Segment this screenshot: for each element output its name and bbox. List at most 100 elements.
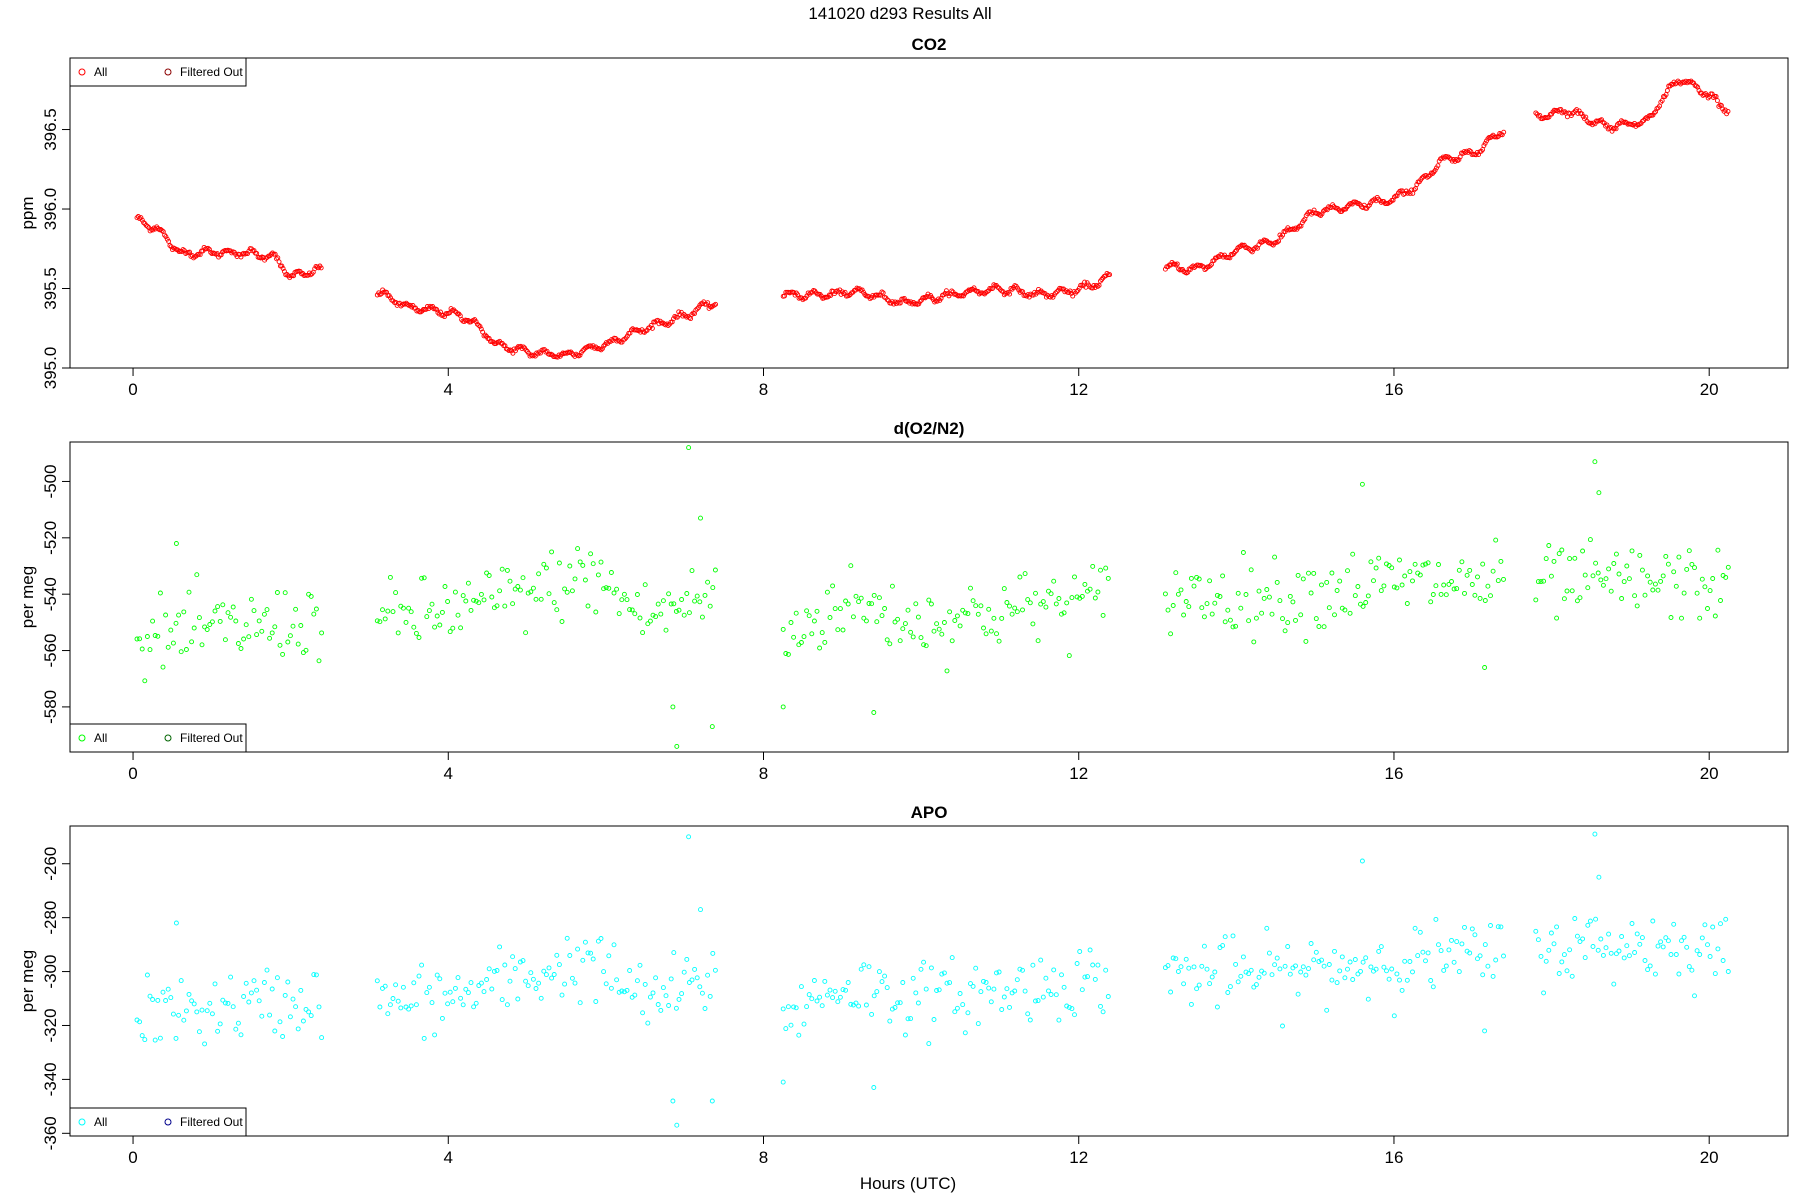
data-point	[494, 603, 500, 609]
data-point	[1051, 967, 1057, 973]
data-point	[1668, 615, 1674, 620]
data-point	[913, 990, 919, 996]
x-tick-label: 12	[1069, 764, 1088, 783]
data-point	[942, 290, 948, 296]
data-point	[1199, 605, 1205, 611]
data-point	[684, 591, 690, 596]
legend-marker-filtered	[164, 734, 172, 742]
data-point	[382, 616, 388, 622]
data-point	[280, 1034, 286, 1039]
data-point	[1472, 592, 1478, 598]
data-point	[801, 634, 807, 640]
data-point	[1488, 923, 1493, 928]
data-point	[1319, 582, 1324, 588]
data-point	[256, 618, 262, 624]
data-point	[608, 985, 614, 991]
data-point	[804, 1004, 810, 1010]
data-point	[1692, 565, 1697, 571]
data-point	[476, 322, 482, 328]
data-point	[290, 623, 296, 629]
data-point	[668, 601, 674, 607]
data-point	[145, 223, 150, 229]
y-tick-label: 395.5	[41, 267, 60, 310]
data-point	[793, 610, 799, 616]
data-point	[139, 217, 145, 223]
data-point	[694, 593, 700, 599]
data-point	[1501, 129, 1507, 135]
data-point	[900, 626, 906, 632]
data-point	[1433, 916, 1439, 922]
data-point	[892, 619, 898, 625]
data-point	[986, 606, 992, 612]
data-point	[931, 628, 937, 634]
data-point	[1564, 588, 1570, 594]
data-point	[624, 597, 630, 603]
data-point	[647, 994, 653, 1000]
data-point	[497, 588, 503, 594]
data-point	[686, 445, 692, 451]
data-point	[1394, 585, 1400, 591]
data-point	[866, 964, 872, 970]
data-point	[277, 642, 283, 648]
data-point	[944, 980, 950, 986]
data-point	[1451, 586, 1457, 592]
data-point	[1214, 255, 1220, 261]
data-point	[1411, 187, 1417, 193]
data-point	[788, 1022, 794, 1028]
data-point	[1650, 587, 1656, 593]
data-point	[1264, 925, 1270, 931]
data-point	[137, 1019, 143, 1025]
data-point	[827, 987, 833, 993]
data-point	[1232, 249, 1238, 255]
data-point	[1435, 163, 1441, 169]
data-point	[243, 622, 249, 628]
data-points	[134, 445, 1731, 749]
data-point	[435, 310, 441, 316]
x-tick-label: 0	[128, 764, 137, 783]
data-point	[590, 561, 596, 567]
data-point	[1368, 559, 1374, 565]
data-point	[1311, 957, 1317, 963]
data-point	[614, 977, 620, 983]
y-tick-label: -260	[41, 847, 60, 881]
data-point	[1355, 584, 1361, 589]
data-point	[967, 288, 973, 293]
data-point	[1443, 963, 1449, 969]
data-point	[941, 620, 947, 625]
data-point	[1371, 578, 1376, 584]
data-point	[1673, 952, 1679, 957]
data-point	[593, 609, 599, 615]
data-point	[452, 985, 458, 991]
data-point	[1033, 590, 1038, 596]
data-point	[1696, 88, 1702, 93]
data-point	[705, 579, 711, 585]
data-point	[962, 1030, 968, 1036]
data-point	[1345, 568, 1350, 574]
data-point	[1697, 952, 1703, 957]
data-point	[1689, 967, 1695, 973]
data-point	[1162, 591, 1168, 597]
data-point	[489, 594, 495, 600]
data-point	[895, 1000, 901, 1006]
data-point	[178, 649, 184, 655]
data-point	[871, 592, 877, 598]
data-point	[1087, 586, 1093, 592]
data-point	[921, 642, 927, 648]
data-point	[1366, 202, 1372, 208]
data-point	[663, 627, 669, 633]
data-point	[674, 743, 680, 749]
data-point	[1365, 996, 1371, 1002]
data-point	[152, 633, 158, 638]
data-point	[1616, 571, 1622, 577]
data-point	[1574, 598, 1580, 604]
data-point	[549, 549, 555, 555]
data-point	[1187, 267, 1193, 272]
data-point	[1663, 92, 1669, 98]
data-point	[580, 957, 586, 963]
data-point	[199, 1007, 205, 1013]
data-point	[1207, 263, 1213, 269]
data-point	[134, 636, 140, 642]
data-point	[1689, 561, 1695, 567]
data-point	[1274, 239, 1280, 245]
data-point	[421, 575, 427, 581]
